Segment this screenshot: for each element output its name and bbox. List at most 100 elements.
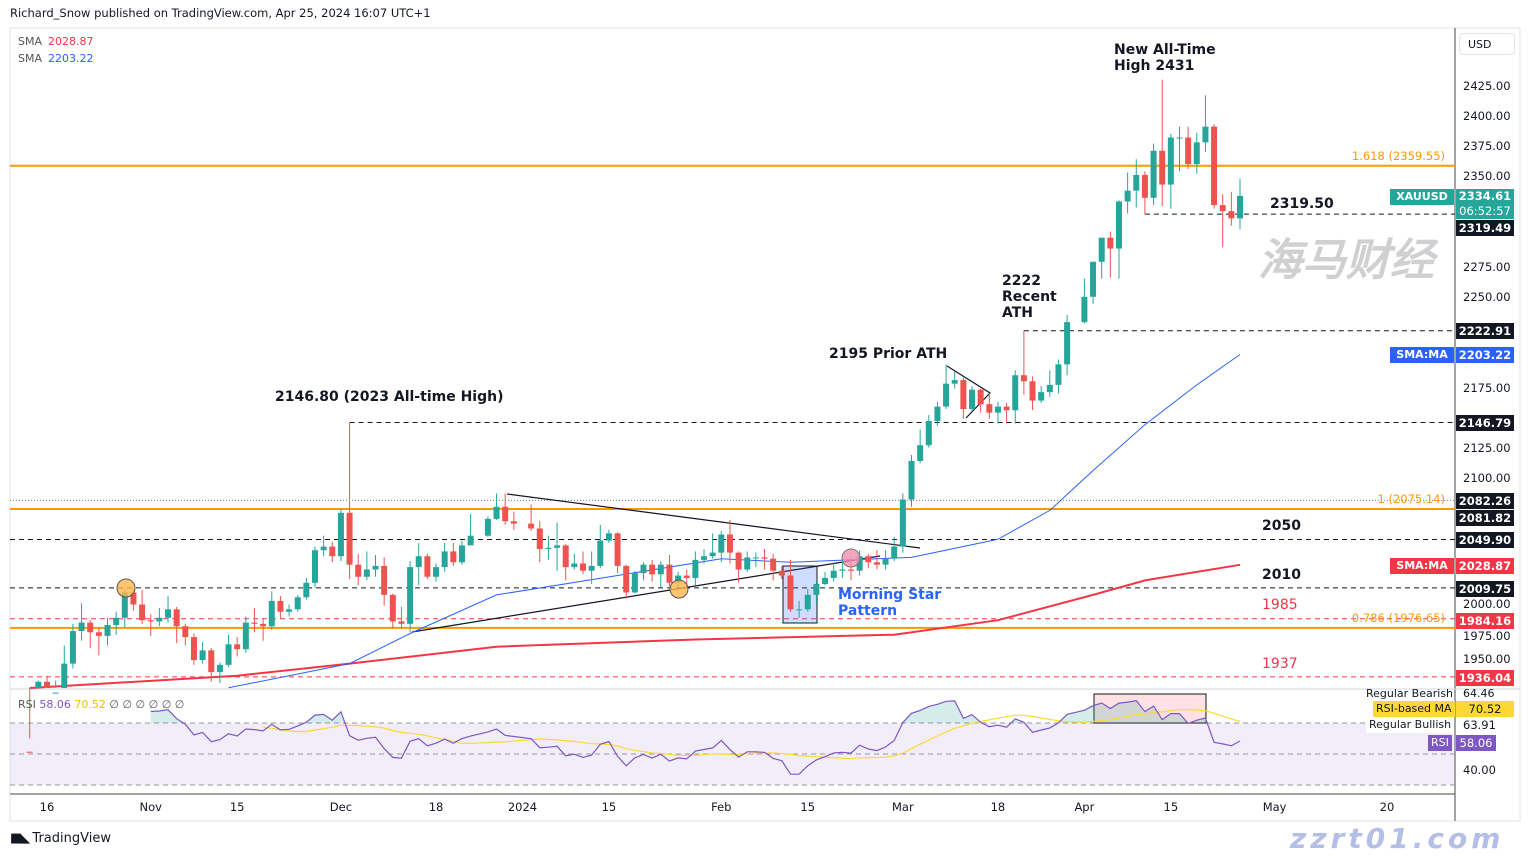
symbol-chip: XAUUSD bbox=[1390, 189, 1454, 205]
time-tick: 15 bbox=[229, 800, 245, 814]
time-tick: 20 bbox=[1379, 800, 1395, 814]
candle-body bbox=[873, 562, 880, 565]
candle bbox=[407, 561, 414, 633]
candle-body bbox=[242, 622, 249, 650]
candle bbox=[346, 422, 353, 580]
candle bbox=[969, 386, 976, 412]
candle bbox=[1228, 191, 1235, 226]
candle bbox=[960, 377, 967, 419]
candle bbox=[839, 561, 846, 578]
candle-body bbox=[398, 621, 405, 624]
candle bbox=[87, 620, 94, 648]
time-tick: 15 bbox=[1163, 800, 1179, 814]
candle-body bbox=[796, 609, 803, 611]
candle bbox=[1202, 95, 1209, 152]
candle bbox=[528, 504, 535, 531]
rsi-title: RSI bbox=[18, 698, 36, 711]
price-tick: 2000.00 bbox=[1463, 597, 1511, 611]
rsi-legend[interactable]: RSI 58.06 70.52 ∅ ∅ ∅ ∅ ∅ ∅ bbox=[18, 698, 184, 711]
candle-body bbox=[657, 564, 664, 575]
candle-body bbox=[1141, 174, 1148, 198]
candle bbox=[450, 542, 457, 566]
level-2319-label: 2319.50 bbox=[1270, 196, 1334, 212]
candle-body bbox=[337, 512, 344, 557]
candle bbox=[1133, 159, 1140, 208]
candle bbox=[303, 577, 310, 600]
candle bbox=[268, 591, 275, 630]
candle-body bbox=[701, 556, 708, 560]
candle-body bbox=[718, 534, 725, 553]
candle-body bbox=[735, 552, 742, 570]
candle-body bbox=[1046, 384, 1053, 393]
price-label: 2028.87 bbox=[1456, 558, 1514, 574]
candle-body bbox=[882, 558, 889, 565]
candle-body bbox=[1150, 150, 1157, 198]
triangle-upper-trendline[interactable] bbox=[506, 493, 921, 549]
candle-body bbox=[951, 380, 958, 384]
legend-value: 2203.22 bbox=[48, 52, 94, 65]
candle bbox=[1046, 370, 1053, 397]
candle bbox=[458, 540, 465, 565]
candle bbox=[44, 675, 50, 688]
candle-body bbox=[407, 567, 414, 624]
candle bbox=[579, 551, 586, 575]
candle bbox=[381, 557, 388, 606]
candle-body bbox=[147, 620, 154, 622]
time-tick: 15 bbox=[800, 800, 816, 814]
rsi-bullish-chip: Regular Bullish bbox=[1366, 717, 1455, 733]
candle bbox=[986, 393, 993, 419]
candle bbox=[761, 548, 768, 570]
candle bbox=[796, 600, 803, 618]
candle bbox=[908, 454, 915, 507]
tradingview-logo[interactable]: ■◣ TradingView bbox=[10, 831, 111, 846]
price-label: 2009.75 bbox=[1456, 581, 1514, 597]
candle-body bbox=[1228, 211, 1235, 219]
legend-sma-fast[interactable]: SMA 2203.22 bbox=[18, 52, 94, 65]
candle-body bbox=[744, 557, 751, 570]
candle-body bbox=[311, 550, 318, 583]
time-tick: Apr bbox=[1074, 800, 1095, 814]
candle bbox=[182, 623, 189, 646]
tv-logo-icon: ■◣ bbox=[10, 831, 30, 846]
candle-body bbox=[1133, 174, 1140, 191]
candle-body bbox=[666, 564, 673, 583]
candle-body bbox=[1029, 381, 1036, 401]
price-label: 2319.49 bbox=[1456, 220, 1514, 236]
candle bbox=[588, 551, 595, 584]
time-tick: Nov bbox=[139, 800, 162, 814]
candle bbox=[61, 645, 68, 688]
candle bbox=[536, 521, 543, 563]
candle-body bbox=[1159, 150, 1166, 185]
candle-body bbox=[571, 563, 578, 568]
candle bbox=[1176, 126, 1183, 172]
candle bbox=[1038, 386, 1045, 403]
candle bbox=[225, 634, 232, 668]
candle-body bbox=[260, 623, 267, 627]
candle bbox=[770, 553, 777, 581]
price-tick: 2250.00 bbox=[1463, 290, 1511, 304]
price-tick: 2175.00 bbox=[1463, 380, 1511, 395]
time-tick: 18 bbox=[990, 800, 1006, 814]
candle bbox=[943, 364, 950, 410]
candle-body bbox=[925, 421, 932, 446]
candle bbox=[804, 588, 811, 612]
candle-body bbox=[709, 552, 716, 557]
legend-sma-slow[interactable]: SMA 2028.87 bbox=[18, 35, 94, 48]
candle bbox=[69, 623, 76, 669]
candle bbox=[294, 594, 301, 612]
candle bbox=[372, 555, 379, 577]
watermark-url: zzrt01.com bbox=[1290, 822, 1505, 855]
candle-body bbox=[865, 556, 872, 563]
candle bbox=[199, 641, 206, 664]
candle bbox=[891, 536, 898, 562]
triangle-lower-trendline[interactable] bbox=[411, 555, 881, 633]
pennant-drawing[interactable] bbox=[946, 365, 991, 419]
currency-selector[interactable]: USD bbox=[1459, 33, 1515, 55]
candle bbox=[277, 596, 284, 619]
fib-1-label: 1 (2075.14) bbox=[1377, 492, 1445, 506]
candle bbox=[337, 509, 344, 562]
time-tick: Dec bbox=[329, 800, 353, 814]
candle-body bbox=[813, 583, 820, 595]
price-tick: 2375.00 bbox=[1463, 139, 1511, 154]
